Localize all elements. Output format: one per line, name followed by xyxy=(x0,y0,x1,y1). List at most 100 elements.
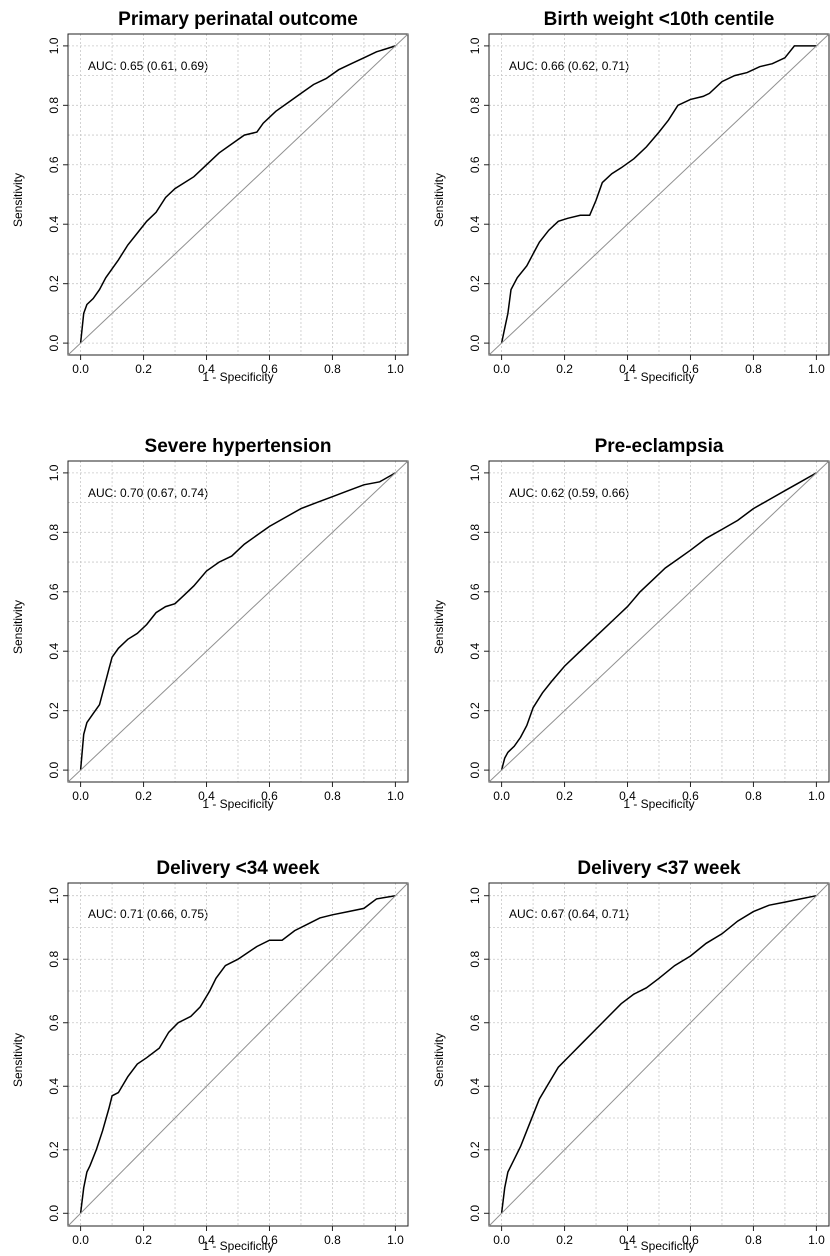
panel-title: Severe hypertension xyxy=(145,436,332,457)
y-tick-label: 1.0 xyxy=(468,464,482,481)
x-tick-label: 0.0 xyxy=(493,789,510,803)
y-tick-label: 0.2 xyxy=(47,275,61,292)
y-tick-label: 0.0 xyxy=(47,334,61,351)
auc-annotation: AUC: 0.65 (0.61, 0.69) xyxy=(88,59,208,73)
y-tick-label: 0.6 xyxy=(47,156,61,173)
y-tick-label: 0.6 xyxy=(468,583,482,600)
y-tick-label: 0.2 xyxy=(47,702,61,719)
x-axis-label: 1 - Specificity xyxy=(623,1239,694,1253)
y-tick-label: 1.0 xyxy=(47,37,61,54)
y-tick-label: 0.8 xyxy=(47,97,61,114)
y-tick-label: 0.8 xyxy=(468,524,482,541)
axes: 0.0 0.0 0.2 0.2 0.4 0.4 0.6 0.6 0.8 0.8 1.0 1.0 xyxy=(468,33,830,376)
x-tick-label: 0.8 xyxy=(324,1233,341,1247)
x-tick-label: 0.4 xyxy=(198,789,215,803)
auc-annotation: AUC: 0.62 (0.59, 0.66) xyxy=(509,486,629,500)
x-tick-label: 0.6 xyxy=(682,362,699,376)
grid xyxy=(68,883,408,1226)
x-tick-label: 0.6 xyxy=(261,1233,278,1247)
roc-curve xyxy=(500,45,817,344)
chance-diagonal xyxy=(488,882,830,1227)
auc-annotation: AUC: 0.70 (0.67, 0.74) xyxy=(88,486,208,500)
plot-frame xyxy=(67,33,409,356)
plot-area xyxy=(488,882,830,1227)
x-tick-label: 0.0 xyxy=(493,1233,510,1247)
y-tick-label: 1.0 xyxy=(47,887,61,904)
x-tick-label: 0.6 xyxy=(261,362,278,376)
y-tick-label: 0.8 xyxy=(468,951,482,968)
y-tick-label: 0.2 xyxy=(468,702,482,719)
plot-frame xyxy=(488,460,830,783)
y-tick-label: 0.0 xyxy=(468,334,482,351)
roc-panel-5: Delivery <34 week 1 - Specificity Sensit… xyxy=(11,858,409,1253)
y-tick-label: 0.6 xyxy=(47,583,61,600)
auc-annotation: AUC: 0.71 (0.66, 0.75) xyxy=(88,907,208,921)
x-tick-label: 0.0 xyxy=(72,1233,89,1247)
roc-curve xyxy=(500,894,817,1214)
chance-diagonal xyxy=(488,33,830,356)
y-tick-label: 0.4 xyxy=(468,216,482,233)
x-tick-label: 1.0 xyxy=(808,1233,825,1247)
x-tick-label: 1.0 xyxy=(387,1233,404,1247)
grid xyxy=(68,34,408,355)
x-tick-label: 0.2 xyxy=(556,1233,573,1247)
y-tick-label: 0.4 xyxy=(47,1078,61,1095)
y-axis-label: Sensitivity xyxy=(11,1033,25,1087)
panel-title: Delivery <37 week xyxy=(577,858,741,879)
y-tick-label: 1.0 xyxy=(468,37,482,54)
axes: 0.0 0.0 0.2 0.2 0.4 0.4 0.6 0.6 0.8 0.8 1.0 1.0 xyxy=(47,460,409,803)
x-tick-label: 0.6 xyxy=(682,1233,699,1247)
y-tick-label: 0.4 xyxy=(468,1078,482,1095)
chance-diagonal xyxy=(67,460,409,783)
y-tick-label: 0.8 xyxy=(47,951,61,968)
plot-area xyxy=(67,460,409,783)
x-tick-label: 1.0 xyxy=(387,362,404,376)
x-tick-label: 1.0 xyxy=(808,789,825,803)
x-axis-label: 1 - Specificity xyxy=(623,370,694,384)
roc-panel-1: Primary perinatal outcome 1 - Specificit… xyxy=(11,9,409,384)
y-tick-label: 0.6 xyxy=(468,1014,482,1031)
axes: 0.0 0.0 0.2 0.2 0.4 0.4 0.6 0.6 0.8 0.8 1.0 1.0 xyxy=(468,882,830,1247)
x-tick-label: 0.2 xyxy=(135,362,152,376)
x-tick-label: 0.6 xyxy=(682,789,699,803)
auc-annotation: AUC: 0.67 (0.64, 0.71) xyxy=(509,907,629,921)
axes: 0.0 0.0 0.2 0.2 0.4 0.4 0.6 0.6 0.8 0.8 1.0 1.0 xyxy=(47,882,409,1247)
panel-title: Delivery <34 week xyxy=(156,858,320,879)
x-tick-label: 1.0 xyxy=(808,362,825,376)
plot-area xyxy=(488,460,830,783)
x-tick-label: 0.2 xyxy=(135,789,152,803)
chance-diagonal xyxy=(67,882,409,1227)
roc-curve xyxy=(79,45,396,344)
roc-curve xyxy=(79,472,396,771)
x-tick-label: 0.8 xyxy=(324,362,341,376)
plot-frame xyxy=(67,460,409,783)
y-tick-label: 0.2 xyxy=(47,1141,61,1158)
y-axis-label: Sensitivity xyxy=(432,1033,446,1087)
y-tick-label: 0.8 xyxy=(47,524,61,541)
y-tick-label: 0.4 xyxy=(47,216,61,233)
x-tick-label: 0.2 xyxy=(556,789,573,803)
y-tick-label: 0.2 xyxy=(468,275,482,292)
plot-area xyxy=(67,33,409,356)
plot-area xyxy=(67,882,409,1227)
y-tick-label: 0.0 xyxy=(468,1205,482,1222)
chance-diagonal xyxy=(67,33,409,356)
grid xyxy=(489,461,829,782)
roc-curve xyxy=(500,472,817,771)
roc-curve xyxy=(79,894,396,1214)
y-axis-label: Sensitivity xyxy=(432,600,446,654)
y-tick-label: 0.0 xyxy=(47,761,61,778)
panel-title: Pre-eclampsia xyxy=(595,436,724,457)
y-tick-label: 0.4 xyxy=(468,643,482,660)
x-tick-label: 1.0 xyxy=(387,789,404,803)
plot-frame xyxy=(488,882,830,1227)
auc-annotation: AUC: 0.66 (0.62, 0.71) xyxy=(509,59,629,73)
x-tick-label: 0.8 xyxy=(745,362,762,376)
x-tick-label: 0.0 xyxy=(493,362,510,376)
y-tick-label: 1.0 xyxy=(47,464,61,481)
y-axis-label: Sensitivity xyxy=(11,173,25,227)
chance-diagonal xyxy=(488,460,830,783)
x-axis-label: 1 - Specificity xyxy=(202,797,273,811)
x-tick-label: 0.6 xyxy=(261,789,278,803)
